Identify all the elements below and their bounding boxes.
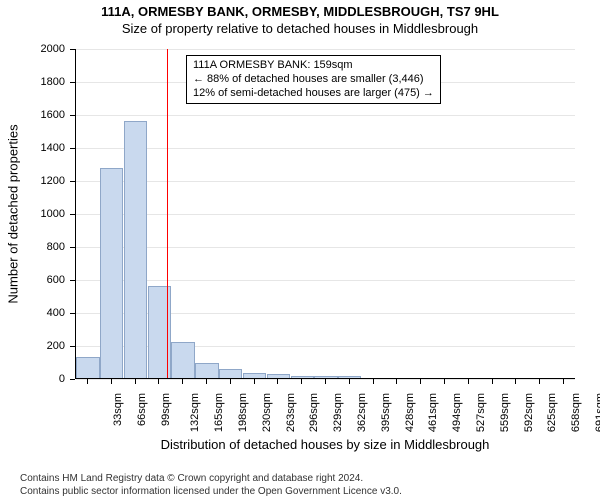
y-tick-label: 600	[35, 274, 65, 286]
gridline	[76, 115, 575, 116]
x-tick-label: 329sqm	[332, 393, 344, 432]
histogram-bar	[76, 357, 99, 378]
histogram-bar	[243, 373, 266, 378]
y-tick-mark	[70, 115, 75, 116]
x-tick-label: 132sqm	[189, 393, 201, 432]
footer-note: Contains HM Land Registry data © Crown c…	[20, 473, 402, 498]
reference-line	[167, 49, 168, 378]
y-axis-label: Number of detached properties	[6, 124, 21, 303]
x-tick-mark	[254, 379, 255, 384]
gridline	[76, 214, 575, 215]
x-tick-mark	[158, 379, 159, 384]
y-tick-mark	[70, 379, 75, 380]
y-tick-mark	[70, 148, 75, 149]
histogram-bar	[124, 121, 147, 378]
gridline	[76, 148, 575, 149]
histogram-bar	[314, 376, 337, 378]
x-tick-label: 99sqm	[160, 393, 172, 426]
y-tick-label: 1200	[35, 175, 65, 187]
x-tick-mark	[492, 379, 493, 384]
footer-line: Contains HM Land Registry data © Crown c…	[20, 473, 402, 486]
x-tick-mark	[301, 379, 302, 384]
histogram-bar	[267, 374, 290, 378]
x-tick-mark	[468, 379, 469, 384]
x-tick-label: 33sqm	[112, 393, 124, 426]
y-tick-label: 1000	[35, 208, 65, 220]
x-tick-mark	[373, 379, 374, 384]
x-tick-mark	[111, 379, 112, 384]
y-tick-mark	[70, 82, 75, 83]
y-tick-label: 0	[35, 373, 65, 385]
x-tick-mark	[135, 379, 136, 384]
x-tick-label: 230sqm	[261, 393, 273, 432]
y-tick-mark	[70, 280, 75, 281]
x-tick-label: 263sqm	[285, 393, 297, 432]
y-tick-label: 1400	[35, 142, 65, 154]
histogram-bar	[171, 342, 194, 378]
histogram-bar	[100, 168, 123, 378]
x-axis-label: Distribution of detached houses by size …	[75, 437, 575, 452]
y-tick-mark	[70, 247, 75, 248]
x-tick-mark	[277, 379, 278, 384]
histogram-bar	[291, 376, 314, 378]
x-tick-mark	[230, 379, 231, 384]
x-tick-mark	[539, 379, 540, 384]
gridline	[76, 280, 575, 281]
annotation-line: 12% of semi-detached houses are larger (…	[193, 87, 434, 101]
x-tick-label: 296sqm	[309, 393, 321, 432]
histogram-bar	[338, 376, 361, 378]
y-tick-label: 1800	[35, 76, 65, 88]
y-tick-mark	[70, 313, 75, 314]
x-tick-label: 592sqm	[523, 393, 535, 432]
histogram-bar	[219, 369, 242, 378]
x-tick-label: 625sqm	[547, 393, 559, 432]
x-tick-label: 428sqm	[404, 393, 416, 432]
footer-line: Contains public sector information licen…	[20, 486, 402, 499]
y-tick-mark	[70, 346, 75, 347]
x-tick-label: 395sqm	[380, 393, 392, 432]
chart-container: 111A ORMESBY BANK: 159sqm← 88% of detach…	[0, 4, 600, 504]
x-tick-mark	[349, 379, 350, 384]
x-tick-label: 559sqm	[499, 393, 511, 432]
x-tick-label: 658sqm	[570, 393, 582, 432]
y-tick-label: 1600	[35, 109, 65, 121]
y-tick-label: 200	[35, 340, 65, 352]
x-tick-label: 198sqm	[237, 393, 249, 432]
x-tick-mark	[325, 379, 326, 384]
y-tick-label: 800	[35, 241, 65, 253]
x-tick-mark	[515, 379, 516, 384]
plot-area: 111A ORMESBY BANK: 159sqm← 88% of detach…	[75, 49, 575, 379]
x-tick-label: 362sqm	[356, 393, 368, 432]
x-tick-label: 461sqm	[428, 393, 440, 432]
x-tick-label: 66sqm	[136, 393, 148, 426]
x-tick-label: 691sqm	[594, 393, 600, 432]
x-tick-mark	[182, 379, 183, 384]
x-tick-label: 494sqm	[451, 393, 463, 432]
y-tick-mark	[70, 49, 75, 50]
x-tick-mark	[87, 379, 88, 384]
y-tick-mark	[70, 214, 75, 215]
x-tick-mark	[420, 379, 421, 384]
y-tick-label: 2000	[35, 43, 65, 55]
annotation-line: ← 88% of detached houses are smaller (3,…	[193, 73, 434, 87]
x-tick-mark	[563, 379, 564, 384]
x-tick-label: 165sqm	[213, 393, 225, 432]
x-tick-label: 527sqm	[475, 393, 487, 432]
gridline	[76, 247, 575, 248]
annotation-line: 111A ORMESBY BANK: 159sqm	[193, 59, 434, 73]
x-tick-mark	[206, 379, 207, 384]
y-tick-label: 400	[35, 307, 65, 319]
y-tick-mark	[70, 181, 75, 182]
gridline	[76, 49, 575, 50]
gridline	[76, 181, 575, 182]
x-tick-mark	[444, 379, 445, 384]
histogram-bar	[195, 363, 218, 378]
x-tick-mark	[396, 379, 397, 384]
annotation-box: 111A ORMESBY BANK: 159sqm← 88% of detach…	[186, 55, 441, 104]
